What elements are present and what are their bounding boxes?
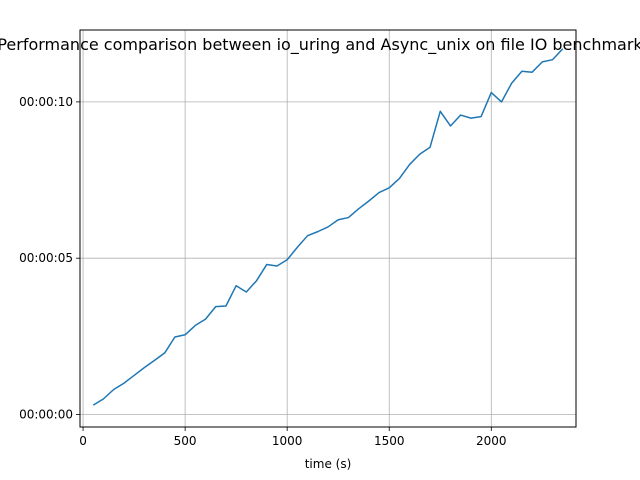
x-tick-label: 1500 — [374, 434, 405, 448]
y-tick-label: 00:00:10 — [19, 95, 73, 109]
y-tick-label: 00:00:00 — [19, 407, 73, 421]
plot-frame — [79, 29, 577, 428]
ticks: 0 500 1000 1500 2000 00:00:00 00:00:05 00:00:10 — [19, 95, 506, 448]
x-tick-label: 1000 — [272, 434, 303, 448]
x-axis-label: time (s) — [305, 457, 352, 471]
chart-title: Performance comparison between io_uring … — [0, 35, 640, 55]
x-tick-label: 2000 — [476, 434, 507, 448]
series-layer — [92, 48, 564, 406]
series-line-0 — [92, 48, 564, 406]
grid — [80, 30, 576, 427]
x-tick-label: 0 — [79, 434, 87, 448]
x-tick-label: 500 — [174, 434, 197, 448]
y-tick-label: 00:00:05 — [19, 251, 73, 265]
